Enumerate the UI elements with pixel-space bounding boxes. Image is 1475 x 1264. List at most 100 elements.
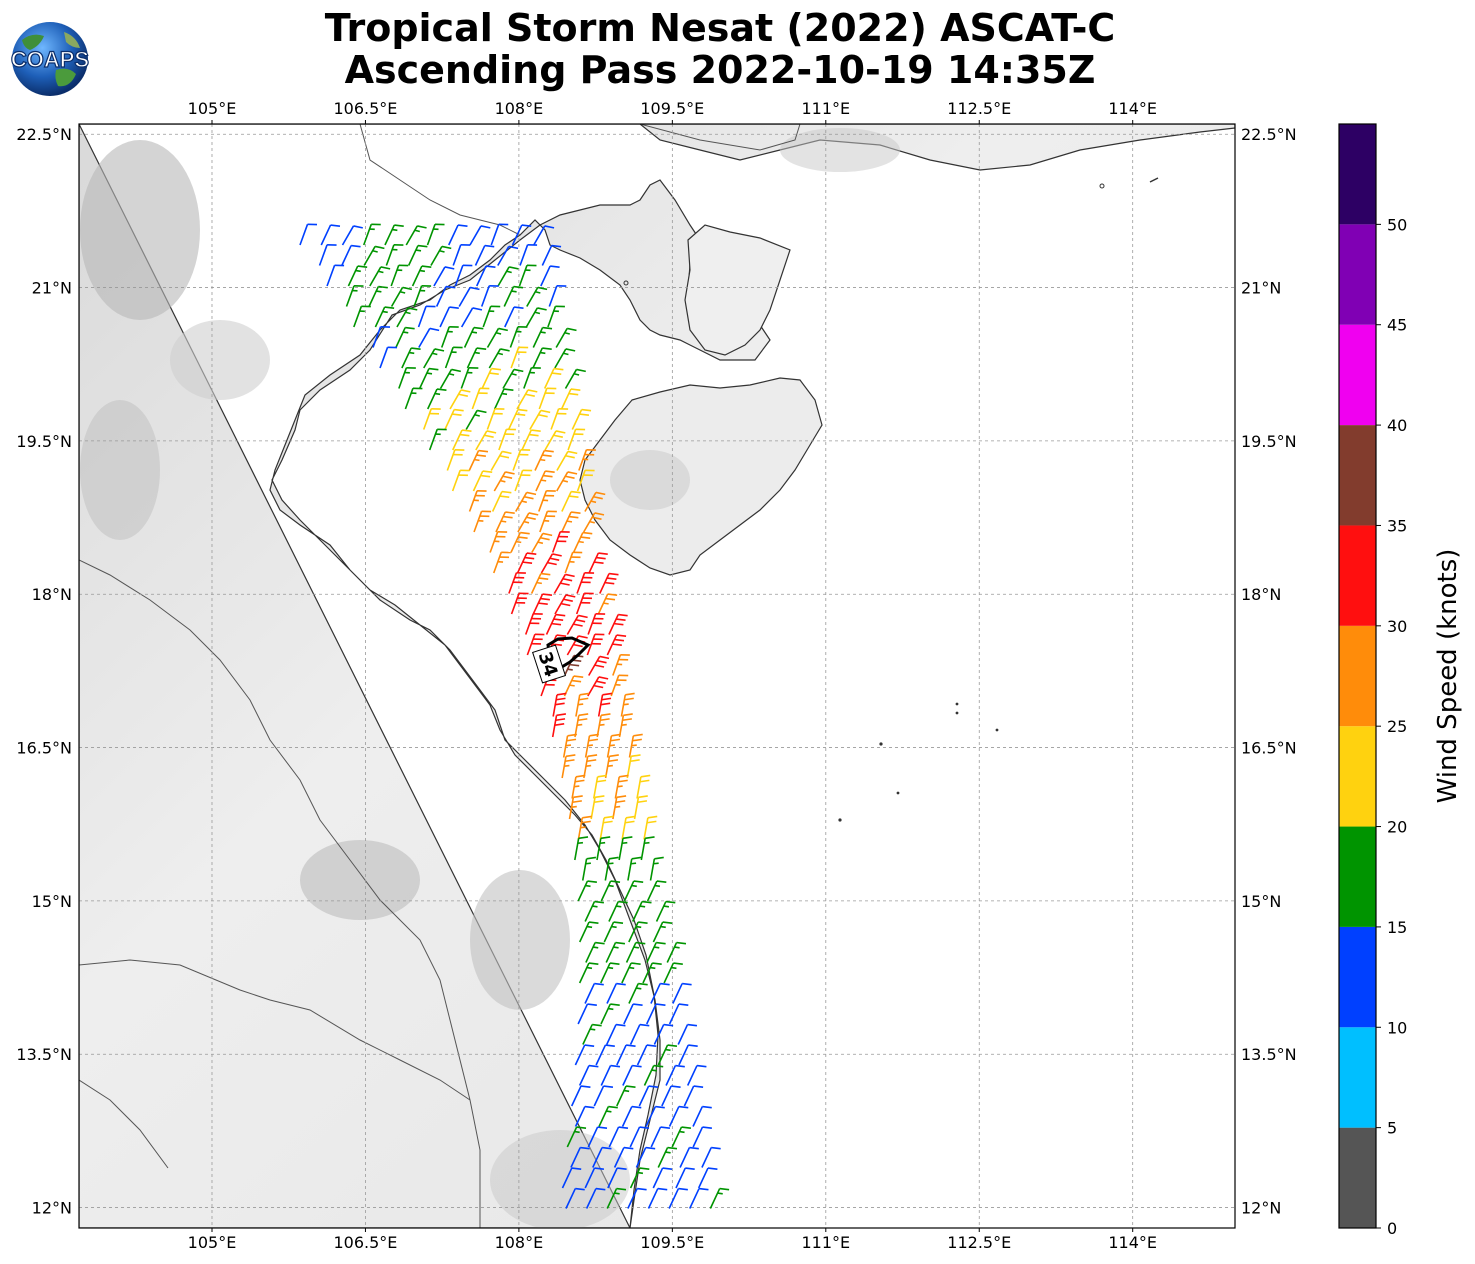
wind-barb (508, 572, 526, 594)
wind-barb (545, 613, 566, 635)
wind-barb (595, 1044, 615, 1066)
wind-barb (390, 286, 413, 307)
wind-barb (489, 531, 508, 553)
wind-barb (341, 244, 361, 266)
wind-barb (623, 1003, 643, 1025)
wind-barb (472, 470, 493, 492)
lat-tick-label: 15°N (1241, 892, 1281, 911)
wind-barb (625, 941, 646, 963)
wind-barb (540, 553, 562, 574)
island (995, 728, 999, 732)
wind-barb (326, 264, 345, 287)
wind-barb (504, 306, 524, 328)
wind-barb (632, 900, 652, 922)
wind-barb (444, 408, 464, 430)
colorbar-segment (1339, 224, 1376, 325)
wind-barb (531, 532, 553, 553)
lat-tick-label: 12°N (1241, 1199, 1281, 1218)
lon-tick-label: 105°E (188, 99, 237, 118)
wind-barb (564, 368, 586, 389)
wind-barb (697, 1167, 718, 1189)
wind-barb (452, 429, 472, 451)
wind-barb (657, 1146, 678, 1168)
wind-barb (418, 327, 440, 348)
wind-barb (486, 327, 508, 348)
lat-ticks-left: 22.5°N 21°N 19.5°N 18°N 16.5°N 15°N 13.5°N 12°N (16, 125, 72, 1217)
wind-barb (636, 1044, 657, 1066)
island (879, 742, 883, 746)
colorbar-tick-label: 40 (1387, 416, 1407, 435)
wind-barb (444, 346, 463, 369)
wind-barb (622, 1064, 642, 1086)
wind-barb (638, 1085, 659, 1107)
svg-text:COAPS: COAPS (11, 47, 89, 72)
lon-tick-label: 108°E (495, 99, 544, 118)
wind-barb (574, 713, 589, 738)
wind-barb (613, 1146, 634, 1168)
colorbar-segment (1339, 1127, 1376, 1228)
wind-barb (587, 1126, 608, 1148)
wind-barb (628, 982, 648, 1004)
wind-barb (471, 387, 490, 410)
coaps-logo-icon: COAPS (10, 22, 90, 96)
colorbar-tick-label: 5 (1387, 1119, 1397, 1138)
wind-barb (606, 733, 621, 758)
colorbar-tick-label: 15 (1387, 918, 1407, 937)
wind-barb (599, 815, 614, 840)
wind-barb (448, 224, 468, 246)
wind-barb (588, 552, 608, 574)
wind-barb (561, 1167, 582, 1189)
lat-tick-label: 15°N (32, 892, 72, 911)
wind-barb (574, 1105, 595, 1127)
wind-barb (460, 307, 483, 328)
wind-barb (629, 1167, 650, 1189)
wind-barb (635, 1146, 656, 1168)
lon-tick-label: 112.5°E (947, 99, 1011, 118)
wind-barb (374, 306, 395, 328)
lat-tick-label: 21°N (32, 279, 72, 298)
wind-barb (503, 285, 524, 307)
wind-barb (353, 305, 371, 328)
lon-tick-label: 114°E (1108, 99, 1157, 118)
wind-barb (650, 982, 670, 1004)
wind-barb (539, 510, 557, 533)
wind-barb (575, 592, 594, 615)
wind-barb (512, 449, 531, 471)
wind-barb (578, 921, 599, 943)
colorbar-tick-label: 10 (1387, 1018, 1407, 1037)
wind-barb (452, 244, 471, 266)
wind-barb (446, 449, 465, 471)
wind-barb (418, 367, 439, 389)
wind-barb (604, 856, 619, 881)
wind-barb (633, 795, 648, 820)
wind-barb (597, 692, 613, 717)
island (955, 702, 959, 706)
wind-barb (571, 774, 586, 799)
colorbar-tick-label: 30 (1387, 617, 1407, 636)
lon-tick-label: 106.5°E (333, 1233, 397, 1252)
colorbar-frame (1338, 123, 1377, 1229)
wind-barb (460, 367, 479, 389)
lat-tick-label: 22.5°N (16, 125, 72, 144)
wind-barb (362, 223, 381, 246)
colorbar-segment (1339, 1027, 1376, 1128)
wind-barb (493, 471, 515, 492)
wind-barb (299, 223, 318, 246)
wind-barb (671, 1126, 692, 1148)
wind-barb (596, 713, 611, 738)
wind-barb (481, 367, 501, 389)
lon-tick-label: 109.5°E (640, 1233, 704, 1252)
wind-barbs (299, 223, 730, 1209)
wind-barb (574, 1044, 595, 1066)
lat-tick-label: 22.5°N (1241, 125, 1297, 144)
wind-barb (423, 348, 445, 369)
wind-barb (556, 471, 578, 492)
lat-ticks-right: 22.5°N 21°N 19.5°N 18°N 16.5°N 15°N 13.5°N 12°N (1241, 125, 1297, 1217)
wind-barb (653, 1023, 674, 1045)
island (955, 711, 959, 715)
wind-barb (480, 285, 499, 307)
land-hainan (579, 377, 823, 576)
wind-barb (560, 388, 581, 410)
wind-barb (562, 733, 578, 758)
wind-barb (465, 409, 487, 430)
